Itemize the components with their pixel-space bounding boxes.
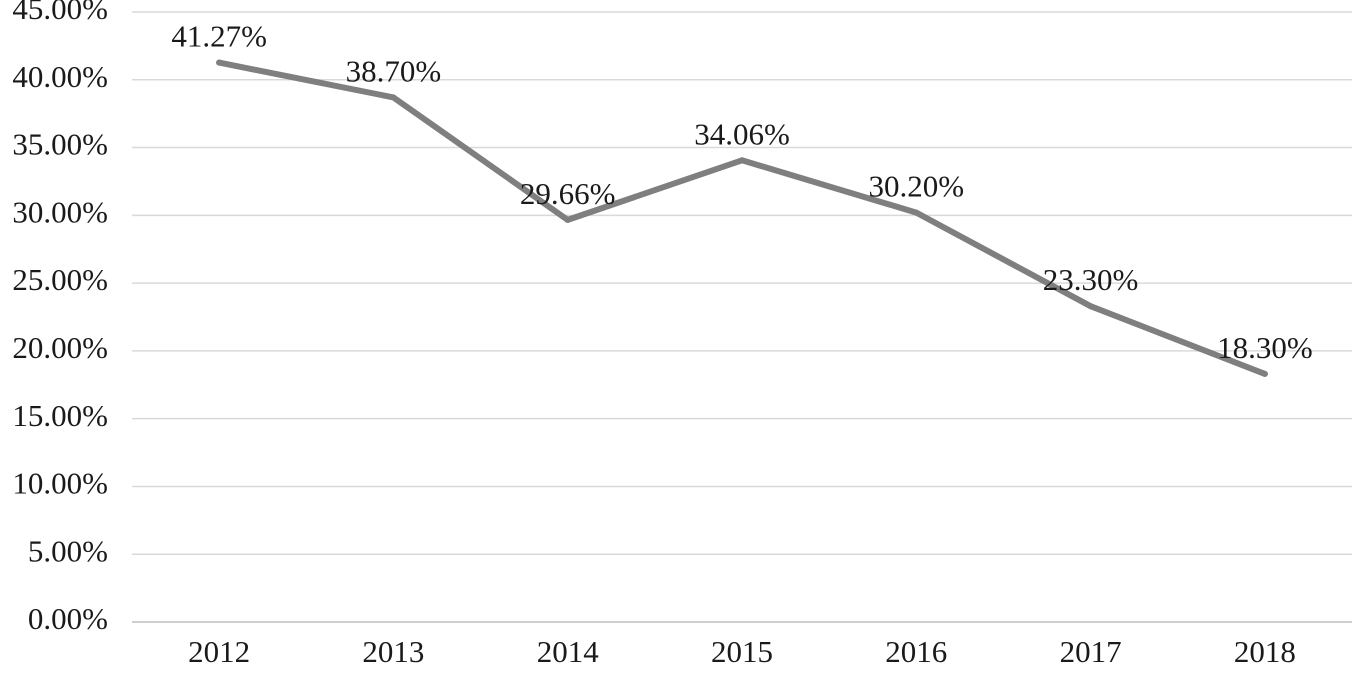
data-label: 29.66% — [520, 176, 616, 211]
x-tick-label: 2018 — [1234, 634, 1296, 669]
data-point — [1087, 303, 1094, 310]
x-tick-label: 2015 — [711, 634, 773, 669]
data-label: 34.06% — [694, 116, 790, 151]
x-tick-label: 2012 — [188, 634, 250, 669]
y-axis-tick-labels: 0.00% 5.00% 10.00% 15.00% 20.00% 25.00% 30.00%… — [12, 0, 108, 636]
data-point — [216, 59, 223, 66]
x-axis-tick-labels: 2012 2013 2014 2015 2016 2017 2018 — [188, 634, 1296, 669]
y-tick-label: 15.00% — [12, 398, 108, 433]
x-tick-label: 2016 — [885, 634, 947, 669]
data-label: 18.30% — [1217, 330, 1313, 365]
series-lines — [216, 59, 1268, 377]
series-line — [216, 59, 1268, 377]
y-tick-label: 20.00% — [12, 330, 108, 365]
data-point — [1261, 370, 1268, 377]
y-tick-label: 45.00% — [12, 0, 108, 26]
data-point — [739, 157, 745, 164]
y-tick-label: 25.00% — [12, 262, 108, 297]
y-tick-label: 0.00% — [28, 601, 108, 636]
data-label: 38.70% — [346, 53, 442, 88]
data-point — [913, 209, 920, 216]
x-tick-label: 2014 — [537, 634, 600, 669]
y-tick-label: 30.00% — [12, 194, 108, 229]
data-label: 41.27% — [171, 19, 267, 54]
y-tick-label: 40.00% — [12, 59, 108, 94]
data-label: 23.30% — [1043, 262, 1139, 297]
y-tick-label: 10.00% — [12, 466, 108, 501]
x-tick-label: 2013 — [362, 634, 424, 669]
data-labels: 41.27% 38.70% 29.66% 34.06% 30.20% 23.30% 18.3… — [171, 19, 1312, 365]
data-point — [564, 216, 571, 223]
x-tick-label: 2017 — [1060, 634, 1122, 669]
data-point — [390, 94, 397, 101]
y-tick-label: 35.00% — [12, 127, 108, 162]
y-tick-label: 5.00% — [28, 533, 108, 568]
gridlines — [132, 11, 1352, 555]
data-label: 30.20% — [868, 169, 964, 204]
